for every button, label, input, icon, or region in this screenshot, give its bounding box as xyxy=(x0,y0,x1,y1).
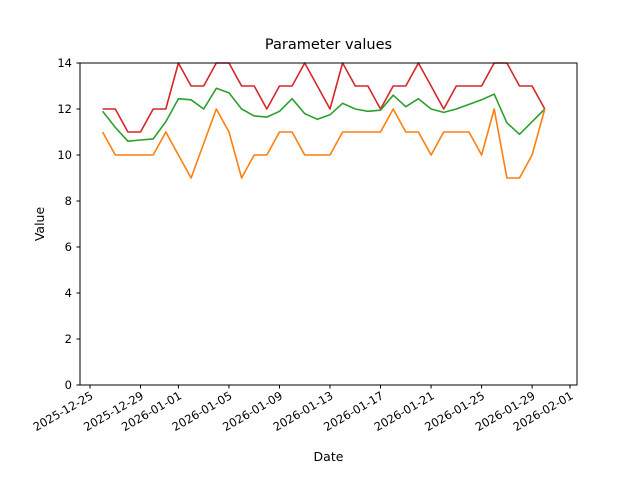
x-axis-label: Date xyxy=(314,449,344,464)
y-tick-label: 10 xyxy=(57,148,72,162)
series-orange-line xyxy=(101,108,546,179)
y-axis-label: Value xyxy=(32,207,47,242)
y-tick-label: 0 xyxy=(65,378,72,392)
y-tick-label: 2 xyxy=(65,332,72,346)
y-tick-label: 4 xyxy=(65,286,72,300)
series-lines xyxy=(101,62,546,179)
y-tick-label: 6 xyxy=(65,240,72,254)
y-tick-label: 12 xyxy=(57,102,72,116)
chart-title: Parameter values xyxy=(265,37,392,53)
y-tick-label: 8 xyxy=(65,194,72,208)
plot-border xyxy=(79,62,578,386)
series-green-line xyxy=(101,87,546,142)
y-tick-label: 14 xyxy=(57,56,72,70)
series-red-line xyxy=(102,62,546,133)
y-axis-ticks: 0 2 4 6 8 10 12 14 xyxy=(57,56,80,392)
x-axis-ticks: 2025-12-252025-12-292026-01-012026-01-05… xyxy=(31,385,576,434)
